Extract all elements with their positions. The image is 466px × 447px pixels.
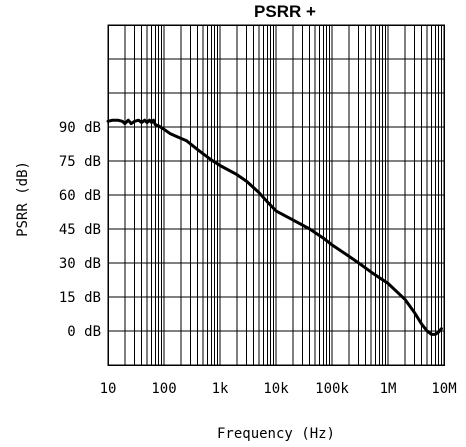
psrr-curve: [106, 118, 443, 336]
plot-frame: [107, 24, 445, 366]
y-tick-label: 60 dB: [59, 188, 101, 204]
x-tick-label: 1M: [380, 381, 397, 397]
x-tick-labels: 10 100 1k 10k 100k 1M 10M: [100, 381, 457, 397]
x-tick-label: 100k: [315, 381, 349, 397]
y-tick-label: 30 dB: [59, 256, 101, 272]
x-tick-label: 10: [100, 381, 117, 397]
x-tick-label: 10M: [431, 381, 456, 397]
chart-title: PSRR +: [254, 2, 316, 21]
x-tick-label: 100: [151, 381, 176, 397]
y-tick-label: 15 dB: [59, 290, 101, 306]
y-tick-label: 90 dB: [59, 120, 101, 136]
grid: [107, 24, 444, 366]
y-tick-label: 45 dB: [59, 222, 101, 238]
x-tick-label: 1k: [212, 381, 229, 397]
y-axis-label: PSRR (dB): [15, 161, 31, 237]
y-tick-labels: 0 dB 15 dB 30 dB 45 dB 60 dB 75 dB 90 dB: [59, 120, 101, 340]
x-tick-label: 10k: [263, 381, 289, 397]
y-tick-label: 0 dB: [67, 324, 101, 340]
x-axis-label: Frequency (Hz): [217, 426, 335, 442]
y-tick-label: 75 dB: [59, 154, 101, 170]
